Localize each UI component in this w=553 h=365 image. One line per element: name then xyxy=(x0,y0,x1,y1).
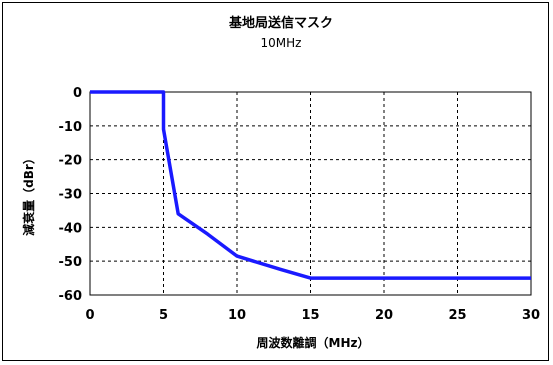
y-axis-label: 減衰量（dBr） xyxy=(21,152,36,236)
x-tick-label: 25 xyxy=(448,308,466,323)
y-tick-label: 0 xyxy=(73,86,82,101)
chart-title: 基地局送信マスク xyxy=(228,15,333,31)
y-tick-label: -20 xyxy=(59,154,83,169)
x-tick-label: 5 xyxy=(159,308,168,323)
x-tick-labels: 0 5 10 15 20 25 30 xyxy=(85,308,540,323)
y-tick-labels: 0 -10 -20 -30 -40 -50 -60 xyxy=(59,86,83,304)
y-tick-label: -60 xyxy=(59,289,83,304)
x-tick-label: 10 xyxy=(228,308,246,323)
chart: 基地局送信マスク 10MHz 0 -10 -20 -30 -40 -50 -60 0 5 10 1… xyxy=(21,15,540,350)
x-tick-label: 15 xyxy=(301,308,319,323)
y-tick-label: -10 xyxy=(59,120,83,135)
x-tick-label: 30 xyxy=(522,308,540,323)
x-axis-label: 周波数離調（MHz） xyxy=(257,335,370,350)
chart-frame: 基地局送信マスク 10MHz 0 -10 -20 -30 -40 -50 -60 0 5 10 1… xyxy=(2,2,549,361)
chart-subtitle: 10MHz xyxy=(261,36,302,50)
grid-lines xyxy=(90,92,531,295)
series-group xyxy=(90,90,531,280)
x-tick-label: 20 xyxy=(375,308,393,323)
y-tick-label: -50 xyxy=(59,255,83,270)
mask-series-line xyxy=(90,90,531,280)
y-tick-label: -40 xyxy=(59,221,83,236)
y-tick-label: -30 xyxy=(59,188,83,203)
x-tick-label: 0 xyxy=(85,308,94,323)
